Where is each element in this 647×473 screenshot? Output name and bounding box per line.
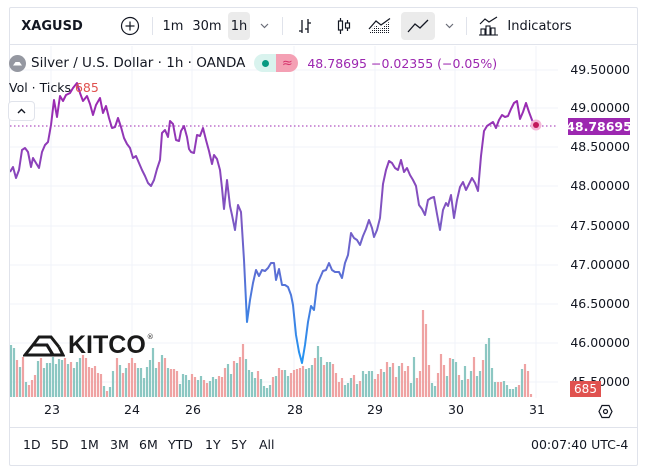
- time-axis[interactable]: [10, 398, 558, 426]
- symbol-name: XAGUSD: [21, 18, 83, 34]
- series-title[interactable]: Silver / U.S. Dollar · 1h · OANDA: [31, 55, 246, 71]
- kitco-watermark: KITCO ®: [23, 333, 154, 358]
- price-tick: 48.50000: [570, 139, 630, 154]
- time-tick: 26: [185, 402, 201, 417]
- chart-type-dropdown[interactable]: [439, 12, 459, 40]
- chart-type-line[interactable]: [401, 12, 435, 40]
- price-line: [10, 82, 536, 364]
- time-tick: 29: [367, 402, 383, 417]
- volume-bars: [10, 310, 533, 397]
- kitco-wordmark: KITCO: [68, 331, 146, 359]
- toolbar-divider: [466, 17, 467, 35]
- approx-data-icon: ≈: [276, 54, 299, 72]
- indicators-label: Indicators: [507, 18, 572, 34]
- bottom-bar: [9, 427, 638, 465]
- time-tick: 30: [448, 402, 464, 417]
- price-axis[interactable]: 49.50000 49.00000 48.50000 48.00000 47.5…: [558, 46, 638, 398]
- registered-mark: ®: [146, 332, 154, 341]
- candles-icon: [337, 18, 351, 34]
- compare-button[interactable]: [117, 12, 143, 40]
- interval-1h[interactable]: 1h: [228, 12, 250, 40]
- chart-type-candles[interactable]: [331, 12, 357, 40]
- time-tick: 23: [44, 402, 60, 417]
- time-tick: 31: [529, 402, 545, 417]
- current-price: 48.78695: [307, 55, 368, 71]
- range-all[interactable]: All: [259, 437, 275, 452]
- volume-legend: Vol · Ticks 685: [9, 80, 99, 95]
- price-tick: 48.00000: [570, 178, 630, 193]
- plus-circle-icon: [120, 16, 140, 36]
- indicators-button[interactable]: Indicators: [475, 12, 575, 40]
- range-1d[interactable]: 1D: [23, 437, 41, 452]
- chart-type-bars[interactable]: [292, 12, 318, 40]
- chart-type-area[interactable]: [366, 12, 394, 40]
- kitco-logo-icon: [23, 335, 65, 356]
- chevron-down-icon: [445, 23, 453, 29]
- symbol-search[interactable]: XAGUSD: [19, 12, 83, 40]
- range-1y[interactable]: 1Y: [205, 437, 221, 452]
- area-icon: [368, 18, 391, 33]
- market-status-pill[interactable]: ≈: [254, 54, 299, 72]
- price-tick: 49.50000: [570, 62, 630, 77]
- time-tick: 24: [124, 402, 140, 417]
- range-3m[interactable]: 3M: [110, 437, 129, 452]
- price-change: −0.02355: [371, 55, 434, 71]
- price-change-pct: (−0.05%): [437, 55, 498, 71]
- price-tick: 47.50000: [570, 218, 630, 233]
- silver-symbol-logo: [9, 54, 26, 72]
- interval-dropdown[interactable]: [253, 12, 275, 40]
- volume-label[interactable]: Vol · Ticks: [9, 80, 71, 95]
- line-chart-icon: [407, 19, 429, 33]
- range-ytd[interactable]: YTD: [168, 437, 193, 452]
- last-price-badge: 48.78695: [566, 118, 632, 135]
- chart-pane[interactable]: [10, 46, 558, 398]
- bars-icon: [299, 19, 311, 33]
- volume-badge: 685: [570, 381, 601, 397]
- market-open-indicator: [254, 54, 277, 72]
- range-1m[interactable]: 1M: [80, 437, 99, 452]
- chart-settings-button[interactable]: [596, 402, 614, 420]
- series-legend: Silver / U.S. Dollar · 1h · OANDA ≈ 48.7…: [9, 54, 497, 72]
- range-5y[interactable]: 5Y: [231, 437, 247, 452]
- volume-value: 685: [74, 80, 99, 95]
- price-tick: 46.00000: [570, 335, 630, 350]
- collapse-legend-button[interactable]: [8, 101, 35, 121]
- price-tick: 46.50000: [570, 296, 630, 311]
- price-tick: 49.00000: [570, 100, 630, 115]
- interval-30m[interactable]: 30m: [192, 18, 222, 34]
- indicators-icon: [479, 16, 499, 36]
- price-tick: 47.00000: [570, 257, 630, 272]
- toolbar-divider: [152, 17, 153, 35]
- toolbar-divider: [282, 17, 283, 35]
- toolbar: XAGUSD 1m 30m 1h Indicators: [9, 7, 638, 45]
- settings-icon: [597, 404, 613, 418]
- range-6m[interactable]: 6M: [139, 437, 158, 452]
- interval-1m[interactable]: 1m: [162, 18, 184, 34]
- range-5d[interactable]: 5D: [51, 437, 69, 452]
- price-values: 48.78695 −0.02355 (−0.05%): [307, 56, 497, 71]
- time-tick: 28: [287, 402, 303, 417]
- timezone-clock[interactable]: 00:07:40 UTC-4: [531, 437, 629, 452]
- chevron-down-icon: [260, 23, 268, 29]
- chevron-up-icon: [17, 108, 26, 114]
